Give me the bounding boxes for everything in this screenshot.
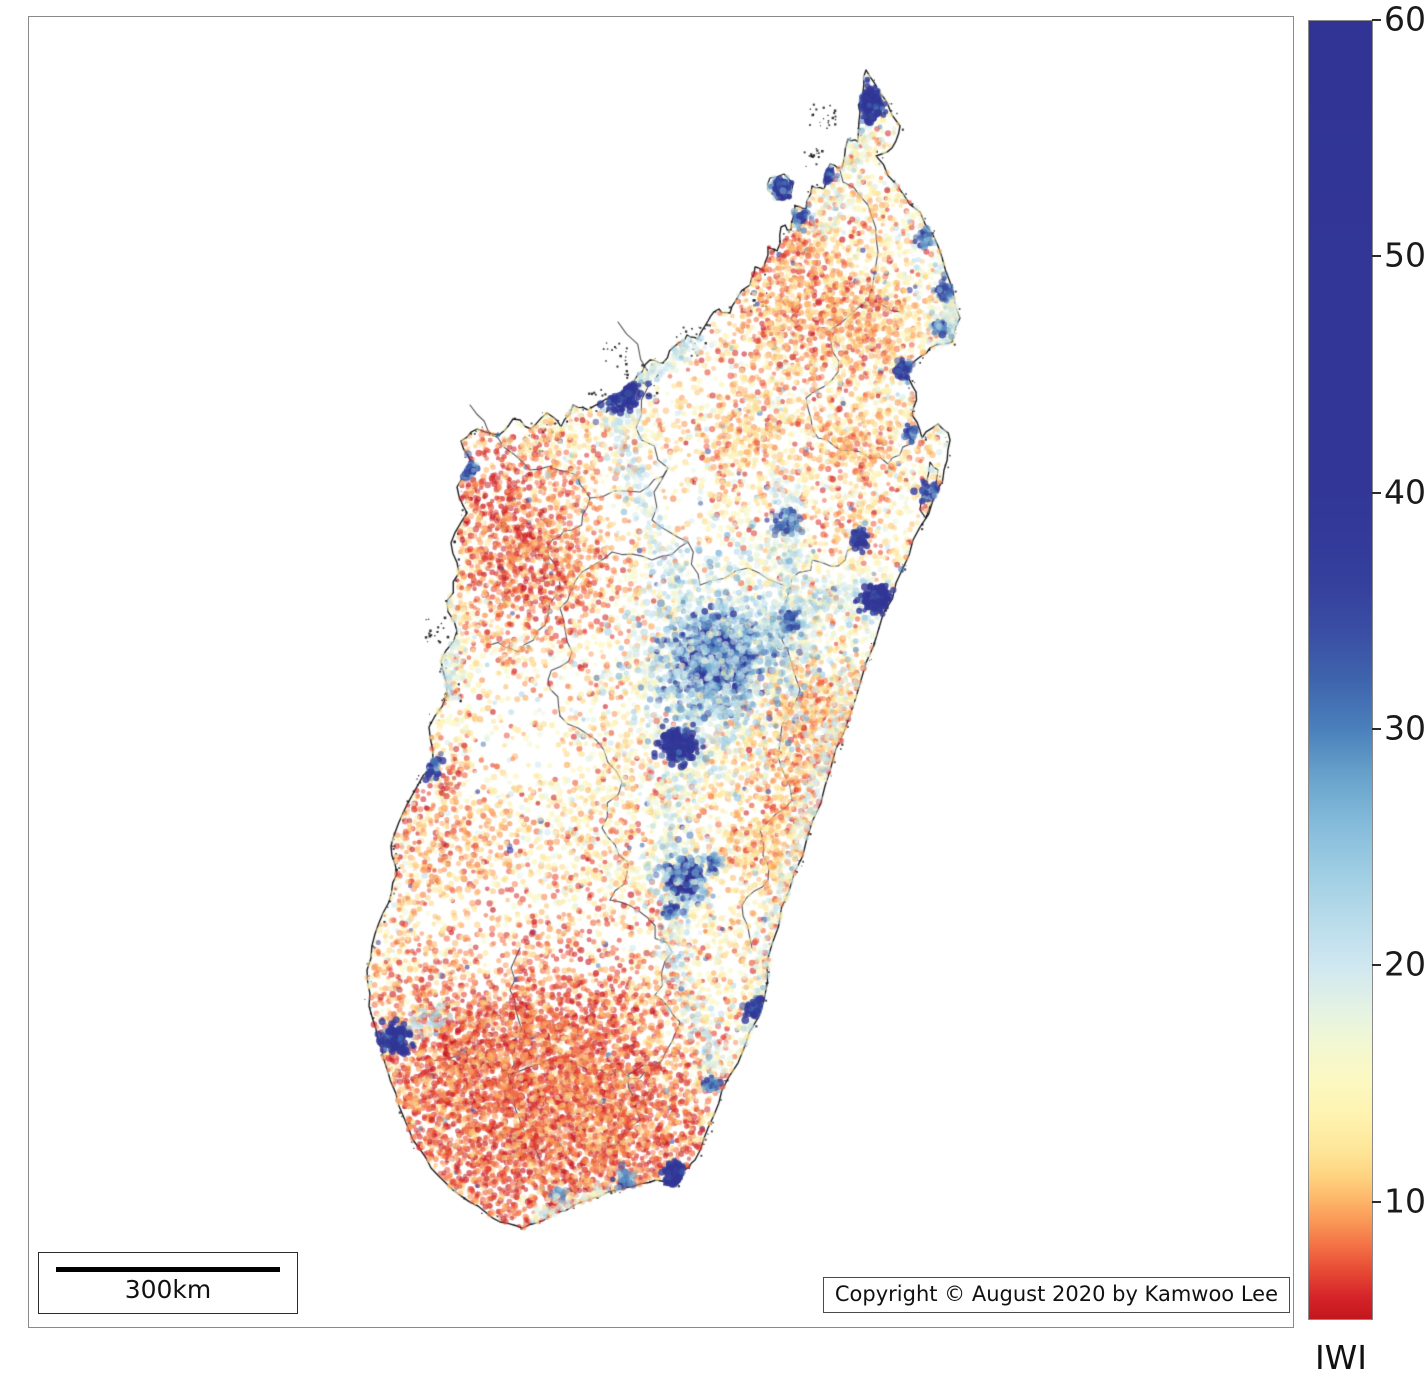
colorbar-tick (1372, 491, 1381, 494)
scale-bar-label: 300km (124, 1275, 212, 1304)
colorbar-tick (1372, 964, 1381, 967)
colorbar (1308, 20, 1373, 1320)
colorbar-tick (1372, 1200, 1381, 1203)
scale-bar: 300km (38, 1252, 298, 1314)
colorbar-tick-label: 30 (1384, 708, 1426, 748)
colorbar-tick (1372, 728, 1381, 731)
colorbar-tick-label: 20 (1384, 945, 1426, 985)
copyright-text: Copyright © August 2020 by Kamwoo Lee (834, 1282, 1278, 1306)
copyright-box: Copyright © August 2020 by Kamwoo Lee (822, 1277, 1290, 1313)
colorbar-tick-label: 40 (1384, 472, 1426, 512)
colorbar-tick (1372, 19, 1381, 21)
scale-bar-line (56, 1267, 280, 1272)
colorbar-tick (1372, 255, 1381, 258)
colorbar-tick-label: 60 (1384, 0, 1426, 39)
colorbar-tick-label: 50 (1384, 236, 1426, 276)
colorbar-tick-label: 10 (1384, 1181, 1426, 1221)
colorbar-axis-label: IWI (1314, 1338, 1368, 1377)
